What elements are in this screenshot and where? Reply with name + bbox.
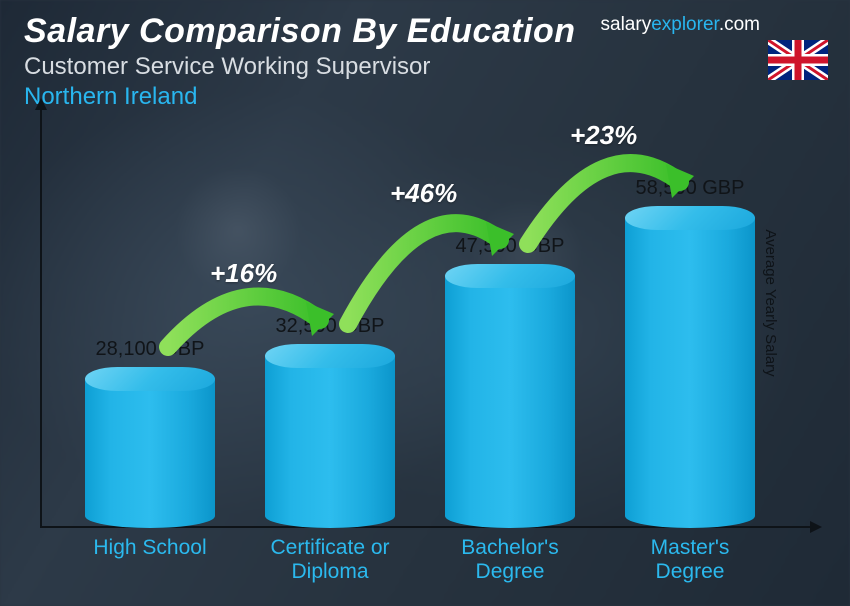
category-label: Bachelor'sDegree bbox=[435, 532, 585, 586]
brand-pre: salary bbox=[601, 14, 652, 35]
bar-shape bbox=[445, 264, 575, 528]
categories-container: High School Certificate orDiploma Bachelor… bbox=[40, 532, 800, 586]
brand-logo: salaryexplorer.com bbox=[601, 14, 760, 36]
bar-2: 47,500 GBP bbox=[435, 235, 585, 528]
brand-accent: explorer bbox=[651, 14, 719, 35]
jump-label-0: +16% bbox=[210, 258, 277, 289]
page-location: Northern Ireland bbox=[24, 83, 826, 111]
page-subtitle: Customer Service Working Supervisor bbox=[24, 53, 826, 81]
bar-value: 58,500 GBP bbox=[636, 177, 745, 200]
category-label: High School bbox=[75, 532, 225, 586]
category-label: Master'sDegree bbox=[615, 532, 765, 586]
bar-shape bbox=[85, 367, 215, 528]
bar-3: 58,500 GBP bbox=[615, 177, 765, 528]
bar-value: 28,100 GBP bbox=[96, 338, 205, 361]
bar-0: 28,100 GBP bbox=[75, 338, 225, 528]
brand-post: .com bbox=[719, 14, 760, 35]
bar-shape bbox=[625, 206, 755, 528]
jump-label-1: +46% bbox=[390, 178, 457, 209]
uk-flag-icon bbox=[768, 40, 828, 80]
bar-shape bbox=[265, 344, 395, 528]
salary-chart: 28,100 GBP 32,500 GBP 47,500 GBP 58,500 GBP… bbox=[40, 140, 800, 586]
bar-1: 32,500 GBP bbox=[255, 315, 405, 528]
bar-value: 32,500 GBP bbox=[276, 315, 385, 338]
jump-label-2: +23% bbox=[570, 120, 637, 151]
category-label: Certificate orDiploma bbox=[255, 532, 405, 586]
bar-value: 47,500 GBP bbox=[456, 235, 565, 258]
